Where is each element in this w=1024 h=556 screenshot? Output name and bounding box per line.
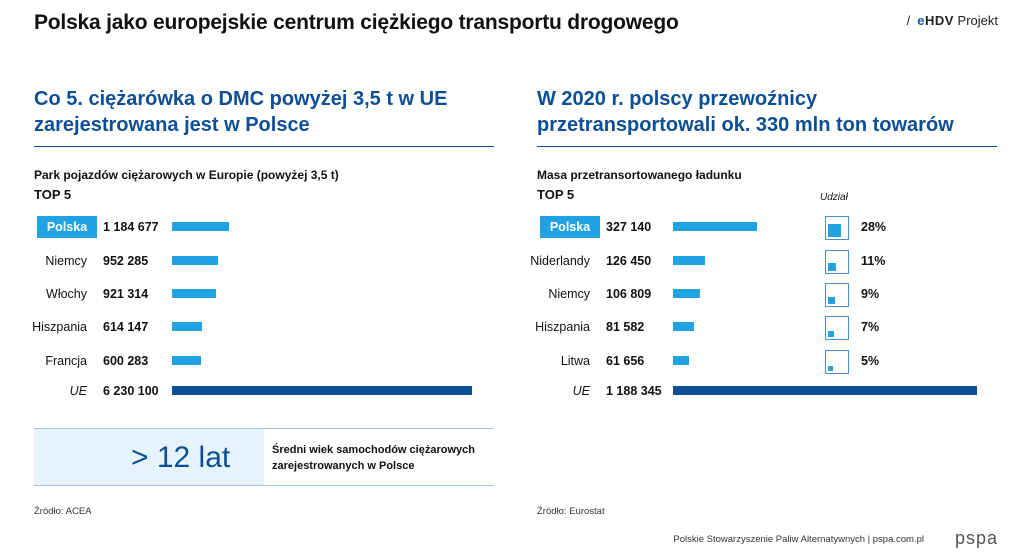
bar-label-polska: Polska bbox=[37, 216, 97, 238]
share-box bbox=[825, 283, 849, 307]
bar-label-hiszpania: Hiszpania bbox=[535, 320, 590, 334]
left-top5-label: TOP 5 bbox=[34, 187, 72, 202]
page-title: Polska jako europejskie centrum ciężkieg… bbox=[34, 11, 679, 34]
share-percent: 5% bbox=[861, 354, 880, 368]
pspa-logo: pspa bbox=[954, 528, 998, 548]
bar-label-niemcy: Niemcy bbox=[45, 254, 87, 268]
bar bbox=[172, 356, 201, 365]
right-chart-subtitle: Masa przetransortowanego ładunku bbox=[537, 168, 742, 182]
left-panel-title: Co 5. ciężarówka o DMC powyżej 3,5 t w U… bbox=[34, 88, 448, 136]
share-fill bbox=[828, 366, 833, 371]
bar-value: 106 809 bbox=[606, 287, 652, 301]
footer-organization: Polskie Stowarzyszenie Paliw Alternatywn… bbox=[673, 534, 924, 545]
left-chart-subtitle: Park pojazdów ciężarowych w Europie (pow… bbox=[34, 168, 339, 182]
share-percent: 7% bbox=[861, 320, 880, 334]
bar-label-francja: Francja bbox=[45, 354, 87, 368]
bar bbox=[172, 386, 472, 395]
bar-value: 327 140 bbox=[606, 220, 652, 234]
left-divider bbox=[34, 146, 494, 147]
ehdv-logo: eHDV bbox=[917, 13, 954, 28]
bar-value: 1 188 345 bbox=[606, 384, 662, 398]
bar-value: 614 147 bbox=[103, 320, 149, 334]
share-box bbox=[825, 350, 849, 374]
bar bbox=[673, 222, 757, 231]
brand-logo: / eHDV Projekt bbox=[907, 13, 998, 28]
average-age-description: Średni wiek samochodów ciężarowych zarej… bbox=[272, 444, 475, 472]
bar bbox=[673, 386, 977, 395]
brand-slash: / bbox=[906, 13, 911, 28]
bar-value: 81 582 bbox=[606, 320, 645, 334]
share-fill bbox=[828, 297, 835, 304]
share-box bbox=[825, 216, 849, 240]
bar-label-niderlandy: Niderlandy bbox=[530, 254, 590, 268]
bar-value: 6 230 100 bbox=[103, 384, 159, 398]
average-age-value: > 12 lat bbox=[131, 441, 231, 474]
right-divider bbox=[537, 146, 997, 147]
bar bbox=[172, 222, 229, 231]
bar bbox=[673, 256, 705, 265]
average-age-highlight bbox=[34, 429, 264, 485]
bar-value: 600 283 bbox=[103, 354, 149, 368]
bar bbox=[172, 322, 202, 331]
bar-value: 61 656 bbox=[606, 354, 645, 368]
share-box bbox=[825, 316, 849, 340]
bar bbox=[172, 256, 218, 265]
bar-label-ue: UE bbox=[69, 384, 87, 398]
average-age-box: > 12 lat Średni wiek samochodów ciężarow… bbox=[34, 428, 494, 486]
bar-label-ue: UE bbox=[572, 384, 590, 398]
bar-label-litwa: Litwa bbox=[560, 354, 590, 368]
share-percent: 9% bbox=[861, 287, 880, 301]
share-fill bbox=[828, 224, 841, 237]
bar bbox=[172, 289, 216, 298]
bar-label-polska: Polska bbox=[540, 216, 600, 238]
share-box bbox=[825, 250, 849, 274]
right-panel-title: W 2020 r. polscy przewoźnicy przetranspo… bbox=[537, 88, 954, 136]
right-top5-label: TOP 5 bbox=[537, 187, 575, 202]
bar bbox=[673, 322, 694, 331]
bar-value: 126 450 bbox=[606, 254, 652, 268]
bar-value: 952 285 bbox=[103, 254, 149, 268]
bar bbox=[673, 356, 689, 365]
bar-value: 921 314 bbox=[103, 287, 149, 301]
left-source: Źródło: ACEA bbox=[34, 506, 92, 517]
bar-label-włochy: Włochy bbox=[46, 287, 87, 301]
bar bbox=[673, 289, 700, 298]
share-percent: 28% bbox=[861, 220, 887, 234]
share-fill bbox=[828, 263, 836, 271]
share-header: Udział bbox=[820, 192, 848, 203]
share-percent: 11% bbox=[861, 254, 886, 268]
bar-value: 1 184 677 bbox=[103, 220, 159, 234]
share-fill bbox=[828, 331, 834, 337]
bar-label-niemcy: Niemcy bbox=[548, 287, 590, 301]
right-source: Źródło: Eurostat bbox=[537, 506, 605, 517]
bar-label-hiszpania: Hiszpania bbox=[32, 320, 87, 334]
brand-suffix: Projekt bbox=[957, 13, 998, 28]
